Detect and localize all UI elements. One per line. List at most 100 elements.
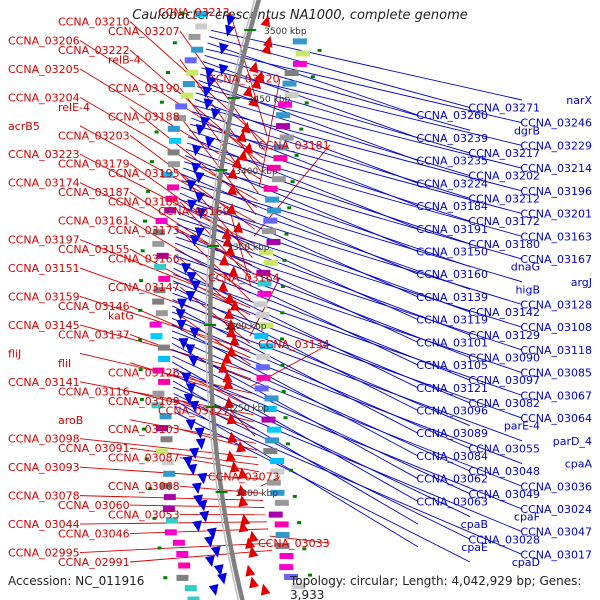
feature-block-inner: [152, 298, 165, 305]
feature-block-outer: [255, 364, 270, 371]
feature-block-outer: [266, 479, 281, 486]
reverse-gene-arrow: [206, 527, 217, 540]
feature-block-outer: [296, 50, 310, 57]
gene-label: CCNA_03210: [58, 15, 130, 28]
forward-gene-arrow: [218, 280, 229, 292]
kbp-label: 3400 kbp: [235, 167, 278, 177]
label-connector: [174, 249, 419, 366]
track-tick: [139, 279, 144, 283]
feature-block-inner: [184, 585, 197, 592]
feature-block-inner: [184, 57, 197, 64]
gene-label: higB: [515, 283, 540, 296]
track-tick: [280, 363, 285, 367]
gene-label: CCNA_03033: [258, 537, 330, 550]
feature-block-inner: [155, 448, 168, 455]
feature-block-inner: [182, 81, 195, 87]
feature-block-outer: [257, 290, 272, 297]
reverse-gene-arrow: [178, 338, 189, 350]
reverse-gene-arrow: [189, 447, 200, 460]
track-tick: [304, 101, 309, 105]
gene-label: CCNA_03155: [58, 243, 130, 256]
feature-block-inner: [169, 137, 181, 144]
gene-label: cpaA: [565, 458, 593, 471]
feature-block-inner: [191, 46, 204, 53]
feature-block-outer: [256, 374, 271, 381]
kbp-markers: 3500 kbp 3450 kbp 3400 kbp 3350 kbp 3300 kbp…: [204, 27, 307, 499]
forward-gene-arrow: [231, 156, 242, 169]
reverse-gene-arrow: [226, 14, 236, 27]
label-connector: [173, 393, 471, 540]
gene-label: CCNA_03213: [158, 6, 230, 19]
label-connector: [180, 186, 471, 290]
backbone-arc: [207, 0, 262, 600]
gene-label: CCNA_03046: [58, 528, 130, 541]
gene-label: CCNA_03184: [416, 200, 488, 213]
label-connector: [183, 161, 523, 260]
gene-label: cpaE: [461, 541, 488, 554]
gene-label: CCNA_03048: [468, 465, 540, 478]
label-connector: [205, 48, 523, 124]
gene-label: CCNA_03063: [416, 495, 488, 508]
label-connector: [204, 54, 471, 131]
track-tick: [141, 427, 146, 431]
feature-block-inner: [157, 344, 170, 351]
gene-label: fliJ: [8, 347, 21, 360]
gene-label: CCNA_03180: [468, 238, 540, 251]
feature-block-outer: [267, 207, 282, 214]
track-tick: [284, 232, 289, 236]
reverse-gene-arrow: [205, 66, 215, 79]
feature-block-outer: [266, 239, 281, 245]
feature-block-outer: [265, 196, 280, 203]
gene-label: CCNA_03096: [416, 405, 488, 418]
label-connector: [129, 49, 263, 166]
gene-label: narX: [566, 94, 592, 107]
gene-label: CCNA_03188: [108, 110, 180, 123]
forward-gene-arrow: [225, 450, 236, 462]
track-tick: [138, 338, 142, 342]
reverse-gene-arrow: [190, 280, 201, 292]
feature-block-outer: [267, 426, 281, 433]
label-connector: [179, 59, 262, 173]
forward-gene-arrow: [238, 467, 248, 480]
feature-block-inner: [152, 390, 165, 397]
gene-label: CCNA_03036: [520, 480, 592, 493]
feature-block-inner: [160, 436, 173, 443]
reverse-gene-arrow: [195, 124, 206, 136]
feature-block-outer: [273, 155, 288, 162]
gene-label: CCNA_03197: [8, 234, 80, 247]
feature-block-inner: [164, 207, 177, 214]
feature-block-outer: [256, 353, 271, 360]
track-tick: [281, 390, 286, 393]
feature-block-inner: [161, 459, 174, 466]
gene-label: CCNA_03212: [468, 192, 540, 205]
track-tick: [144, 457, 149, 461]
label-connector: [129, 21, 267, 144]
gene-label: CCNA_03085: [520, 367, 592, 380]
forward-gene-arrow: [226, 183, 237, 196]
gene-label: CCNA_03147: [108, 281, 180, 294]
label-connector: [179, 192, 419, 298]
gene-label: CCNA_03145: [8, 319, 80, 332]
reverse-gene-arrow: [181, 263, 192, 275]
reverse-gene-arrow: [197, 499, 208, 512]
reverse-gene-arrow: [191, 482, 202, 495]
gene-label: cpaB: [461, 518, 488, 531]
forward-gene-arrow: [237, 149, 248, 162]
gene-label: CCNA_03097: [468, 374, 540, 387]
forward-gene-arrow: [229, 299, 240, 311]
feature-block-outer: [284, 92, 299, 99]
forward-gene-arrow: [224, 292, 235, 304]
gene-label: CCNA_03271: [468, 102, 540, 115]
reverse-gene-arrow: [185, 383, 196, 395]
feature-block-inner: [158, 356, 171, 362]
gene-label: CCNA_03217: [468, 147, 540, 160]
feature-block-outer: [256, 269, 271, 276]
feature-block-inner: [158, 275, 171, 282]
feature-block-outer: [270, 468, 285, 475]
feature-block-outer: [276, 123, 290, 130]
feature-block-inner: [164, 529, 177, 536]
feature-block-outer: [254, 332, 269, 339]
gene-label: CCNA_03195: [108, 167, 180, 180]
reverse-gene-arrow: [189, 400, 200, 413]
gene-label: CCNA_03174: [8, 177, 80, 190]
